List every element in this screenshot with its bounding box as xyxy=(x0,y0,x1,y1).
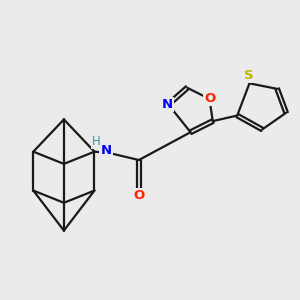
Text: S: S xyxy=(244,69,253,82)
Text: O: O xyxy=(133,189,145,202)
Text: N: N xyxy=(100,144,112,157)
Text: N: N xyxy=(162,98,173,111)
Text: O: O xyxy=(204,92,216,105)
Text: H: H xyxy=(92,135,100,148)
